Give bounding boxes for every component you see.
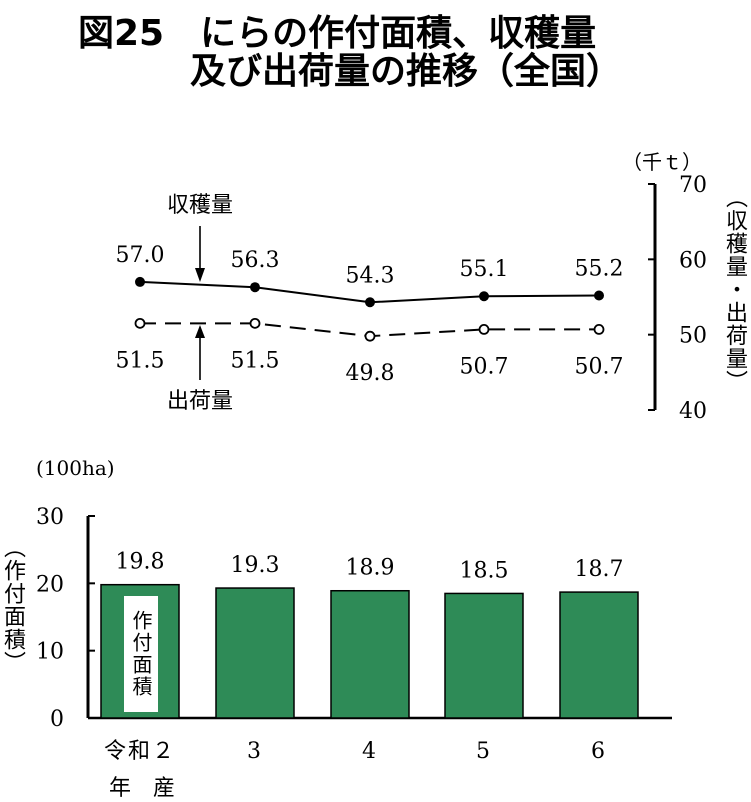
bar-x-tick-label: 令和２	[104, 739, 176, 764]
shipment-point	[593, 323, 605, 335]
bar-y-tick-label: 30	[36, 505, 64, 530]
harvest-series-name: 収穫量	[167, 193, 233, 218]
shipment-data-label: 50.7	[460, 354, 509, 379]
bar-x-tick-label: 5	[476, 739, 492, 764]
shipment-point	[134, 317, 146, 329]
bar-y-tick-label: 0	[50, 707, 64, 732]
bar-y-axis-label: （作付面積）	[0, 536, 25, 674]
harvest-arrow-head	[195, 268, 205, 282]
harvest-point	[250, 282, 260, 293]
shipment-point	[249, 317, 261, 329]
line-y-tick-label: 40	[679, 399, 707, 424]
area-bar	[559, 591, 639, 719]
bar-data-label: 18.5	[460, 558, 509, 583]
shipment-series-name: 出荷量	[167, 389, 233, 414]
harvest-point	[365, 297, 375, 308]
line-y-tick-label: 50	[679, 324, 707, 349]
harvest-point	[594, 290, 604, 301]
title-line-2: 及び出荷量の推移（全国）	[190, 51, 623, 92]
bar-x-axis-suffix: 年 産	[109, 776, 175, 801]
bar-unit-label: (100ha)	[36, 456, 115, 480]
harvest-point	[479, 291, 489, 302]
bar-x-tick-label: 6	[591, 739, 607, 764]
shipment-data-label: 51.5	[231, 348, 280, 373]
harvest-data-label: 55.2	[575, 256, 624, 281]
line-y-tick-label: 70	[679, 173, 707, 198]
bar-data-label: 18.9	[346, 556, 395, 581]
bar-data-label: 19.3	[231, 553, 280, 578]
shipment-data-label: 49.8	[346, 361, 395, 386]
title-line-1: 図25 にらの作付面積、収穫量	[78, 13, 597, 54]
bar-y-tick-label: 10	[36, 640, 64, 665]
bar-inside-label: 作付面積	[124, 596, 158, 712]
bar-y-tick-label: 20	[36, 572, 64, 597]
shipment-data-label: 50.7	[575, 354, 624, 379]
bar-data-label: 18.7	[575, 557, 624, 582]
line-y-tick-label: 60	[679, 248, 707, 273]
line-unit-label: （千ｔ）	[622, 150, 702, 174]
bar-data-label: 19.8	[116, 550, 165, 575]
shipment-arrow-head	[195, 325, 205, 338]
area-bar	[444, 592, 524, 719]
area-bar	[330, 589, 410, 719]
bar-x-tick-label: 4	[362, 739, 378, 764]
line-y-axis-label: （収穫量・出荷量）	[722, 186, 747, 393]
area-bar	[215, 587, 295, 719]
harvest-point	[135, 276, 145, 287]
shipment-point	[364, 330, 376, 342]
harvest-data-label: 57.0	[116, 243, 165, 268]
harvest-data-label: 55.1	[460, 257, 509, 282]
harvest-data-label: 54.3	[346, 263, 395, 288]
harvest-data-label: 56.3	[231, 248, 280, 273]
bar-x-tick-label: 3	[247, 739, 263, 764]
shipment-point	[478, 323, 490, 335]
shipment-data-label: 51.5	[116, 348, 165, 373]
